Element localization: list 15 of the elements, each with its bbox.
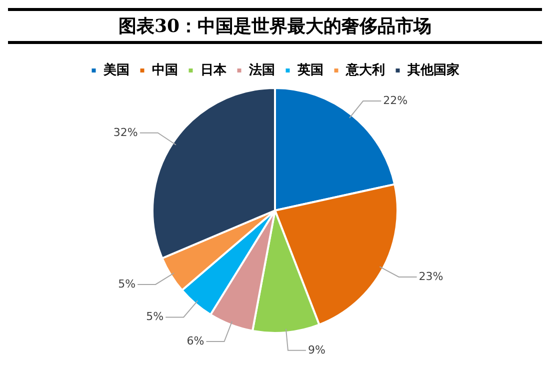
data-label: 5% bbox=[118, 277, 136, 290]
chart-title: 图表30：中国是世界最大的奢侈品市场 bbox=[8, 8, 542, 44]
data-label: 22% bbox=[383, 94, 408, 107]
data-label: 9% bbox=[308, 343, 326, 356]
legend-label: 日本 bbox=[200, 62, 228, 78]
legend-label: 英国 bbox=[296, 62, 324, 78]
data-label: 5% bbox=[146, 310, 164, 324]
legend-label: 意大利 bbox=[344, 62, 385, 78]
legend-label: 中国 bbox=[152, 62, 178, 78]
legend-label: 法国 bbox=[248, 62, 275, 78]
legend-label: 其他国家 bbox=[406, 62, 460, 78]
data-label: 6% bbox=[186, 334, 204, 348]
data-label: 23% bbox=[418, 270, 444, 283]
data-label: 32% bbox=[113, 126, 138, 139]
legend-label: 美国 bbox=[102, 62, 130, 78]
